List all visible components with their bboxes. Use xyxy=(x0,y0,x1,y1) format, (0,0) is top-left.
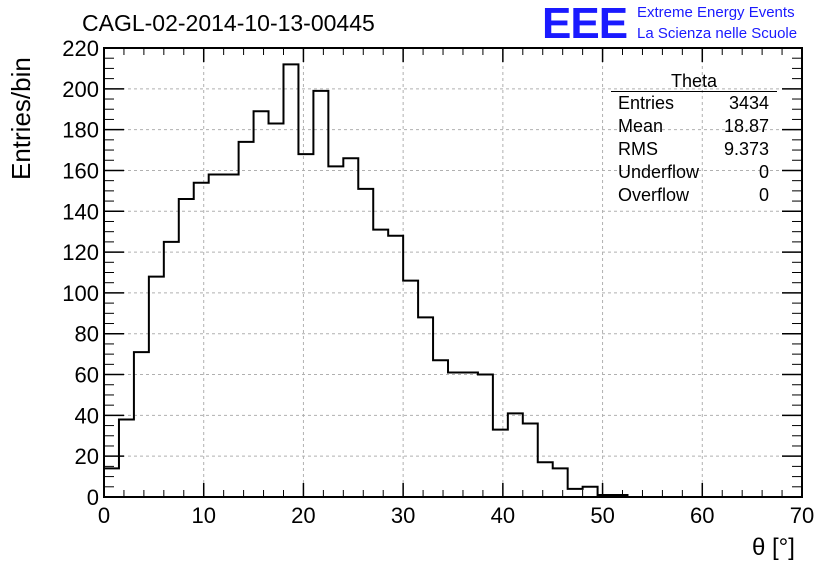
logo-line-1: Extreme Energy Events xyxy=(637,4,795,21)
stats-row-entries: Entries 3434 xyxy=(611,92,777,115)
x-tick-label: 10 xyxy=(191,503,215,528)
x-tick-labels: 0 10 20 30 40 50 60 70 xyxy=(98,503,814,528)
y-tick-labels: 0 20 40 60 80 100 120 140 160 180 200 220 xyxy=(62,36,99,510)
logo-line-2: La Scienza nelle Scuole xyxy=(637,25,798,42)
stats-label: Entries xyxy=(618,93,675,113)
stats-row-overflow: Overflow 0 xyxy=(611,184,777,207)
y-tick-label: 140 xyxy=(62,199,99,224)
y-tick-label: 60 xyxy=(75,363,99,388)
y-axis-label: Entries/bin xyxy=(6,57,36,180)
stats-row-underflow: Underflow 0 xyxy=(611,161,777,184)
x-tick-label: 40 xyxy=(491,503,515,528)
x-tick-label: 30 xyxy=(391,503,415,528)
chart-title: CAGL-02-2014-10-13-00445 xyxy=(82,10,375,36)
x-tick-label: 60 xyxy=(690,503,714,528)
stats-value: 0 xyxy=(758,162,769,182)
stats-label: Underflow xyxy=(618,162,700,182)
y-tick-label: 20 xyxy=(75,444,99,469)
x-tick-label: 20 xyxy=(291,503,315,528)
stats-title: Theta xyxy=(611,71,777,92)
stats-value: 18.87 xyxy=(723,116,769,136)
y-tick-label: 40 xyxy=(75,403,99,428)
stats-row-mean: Mean 18.87 xyxy=(611,115,777,138)
y-tick-label: 160 xyxy=(62,158,99,183)
x-axis-label: θ [°] xyxy=(752,534,795,561)
histogram-series xyxy=(103,63,643,498)
plot-frame xyxy=(103,47,803,498)
stats-label: RMS xyxy=(618,139,658,159)
y-tick-label: 220 xyxy=(62,36,99,61)
y-tick-label: 100 xyxy=(62,281,99,306)
stats-box: Theta Entries 3434 Mean 18.87 RMS 9.373 … xyxy=(611,71,777,207)
stats-value: 0 xyxy=(758,185,769,205)
y-tick-label: 120 xyxy=(62,240,99,265)
stats-label: Mean xyxy=(618,116,664,136)
y-tick-label: 0 xyxy=(87,485,99,510)
y-tick-label: 80 xyxy=(75,322,99,347)
stats-row-rms: RMS 9.373 xyxy=(611,138,777,161)
x-tick-label: 70 xyxy=(790,503,814,528)
grid-lines xyxy=(104,48,802,497)
x-tick-label: 50 xyxy=(590,503,614,528)
stats-value: 9.373 xyxy=(723,139,769,159)
x-tick-label: 0 xyxy=(98,503,110,528)
y-tick-label: 200 xyxy=(62,77,99,102)
stats-label: Overflow xyxy=(618,185,690,205)
stats-value: 3434 xyxy=(728,93,769,113)
y-tick-label: 180 xyxy=(62,118,99,143)
eee-logo: EEE xyxy=(542,0,628,48)
